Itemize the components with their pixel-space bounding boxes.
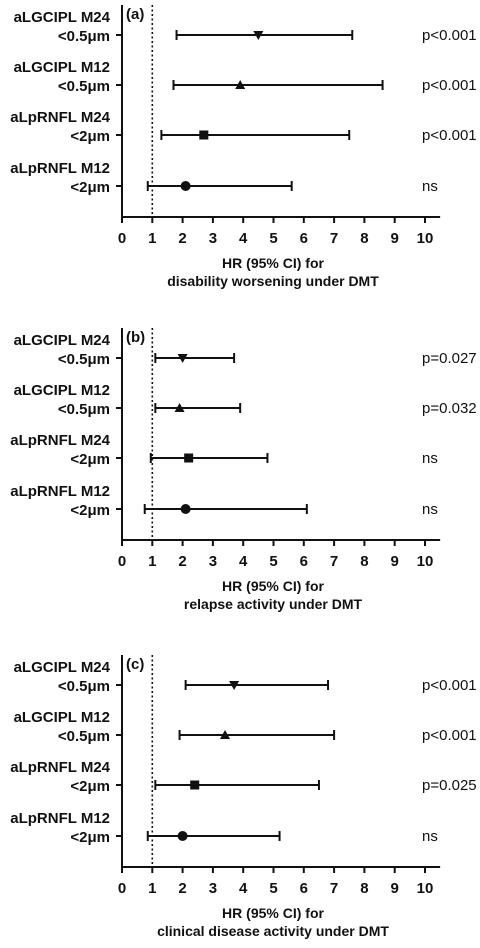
x-tick-label: 3	[209, 230, 217, 247]
panel-label: (b)	[126, 329, 145, 346]
x-axis-label: relapse activity under DMT	[184, 596, 363, 612]
x-tick-label: 7	[330, 230, 338, 247]
row-label: aLGCIPL M12	[14, 709, 110, 726]
p-value-label: p=0.025	[422, 777, 477, 794]
row-label: aLpRNFL M12	[10, 483, 110, 500]
p-value-label: p<0.001	[422, 77, 477, 94]
x-axis-label: HR (95% CI) for	[222, 905, 324, 921]
row-label: <0.5μm	[58, 728, 110, 745]
x-tick-label: 10	[417, 553, 434, 570]
hr-point-circle	[180, 181, 191, 191]
x-axis-label: clinical disease activity under DMT	[157, 923, 389, 939]
row-label: <2μm	[70, 451, 110, 468]
row-label: <2μm	[70, 778, 110, 795]
x-axis-label: disability worsening under DMT	[167, 273, 379, 289]
row-label: aLpRNFL M24	[10, 759, 110, 776]
x-tick-label: 2	[178, 553, 186, 570]
row-label: aLGCIPL M12	[14, 59, 110, 76]
x-tick-label: 8	[360, 230, 368, 247]
x-tick-label: 0	[118, 230, 126, 247]
x-axis-label: HR (95% CI) for	[222, 578, 324, 594]
hr-point-square	[199, 130, 209, 140]
p-value-label: p<0.001	[422, 727, 477, 744]
x-tick-label: 7	[330, 553, 338, 570]
hr-point-triangle-up	[235, 80, 246, 89]
row-label: aLGCIPL M24	[14, 332, 111, 349]
x-tick-label: 1	[148, 230, 156, 247]
x-tick-label: 5	[269, 553, 277, 570]
x-tick-label: 5	[269, 880, 277, 897]
hr-point-triangle-down	[229, 681, 240, 690]
p-value-label: ns	[422, 450, 438, 467]
forest-panel: (b) 0 1 2 3 4 5 6 7 8 9 10 HR (95% CI) for relapse ac…	[10, 328, 477, 612]
x-tick-label: 4	[239, 880, 248, 897]
x-tick-label: 10	[417, 230, 434, 247]
row-label: <2μm	[70, 502, 110, 519]
row-label: <0.5μm	[58, 401, 110, 418]
x-axis-label: HR (95% CI) for	[222, 255, 324, 271]
p-value-label: p=0.027	[422, 350, 477, 367]
hr-point-circle	[180, 504, 191, 514]
x-tick-label: 1	[148, 880, 156, 897]
x-tick-label: 4	[239, 230, 248, 247]
panel-label: (a)	[126, 6, 144, 23]
x-tick-label: 8	[360, 880, 368, 897]
x-tick-label: 6	[300, 553, 308, 570]
x-tick-label: 10	[417, 880, 434, 897]
x-tick-label: 9	[391, 553, 399, 570]
x-tick-label: 0	[118, 880, 126, 897]
row-label: <2μm	[70, 179, 110, 196]
p-value-label: ns	[422, 178, 438, 195]
p-value-label: ns	[422, 828, 438, 845]
x-tick-label: 9	[391, 880, 399, 897]
x-tick-label: 1	[148, 553, 156, 570]
x-tick-label: 6	[300, 880, 308, 897]
x-tick-label: 0	[118, 553, 126, 570]
row-label: <0.5μm	[58, 28, 110, 45]
p-value-label: p<0.001	[422, 27, 477, 44]
p-value-label: ns	[422, 501, 438, 518]
forest-panel: (c) 0 1 2 3 4 5 6 7 8 9 10 HR (95% CI) for clinical d…	[10, 655, 477, 939]
row-label: <2μm	[70, 128, 110, 145]
x-tick-label: 2	[178, 880, 186, 897]
row-label: <2μm	[70, 829, 110, 846]
row-label: <0.5μm	[58, 78, 110, 95]
row-label: aLpRNFL M24	[10, 432, 110, 449]
x-tick-label: 4	[239, 553, 248, 570]
x-tick-label: 8	[360, 553, 368, 570]
hr-point-square	[184, 453, 194, 463]
hr-point-circle	[177, 831, 188, 841]
x-tick-label: 6	[300, 230, 308, 247]
p-value-label: p=0.032	[422, 400, 477, 417]
hr-point-square	[190, 780, 200, 790]
x-tick-label: 3	[209, 553, 217, 570]
x-tick-label: 5	[269, 230, 277, 247]
x-tick-label: 9	[391, 230, 399, 247]
hr-point-triangle-up	[220, 730, 231, 739]
row-label: aLpRNFL M12	[10, 810, 110, 827]
panel-label: (c)	[126, 656, 144, 673]
row-label: <0.5μm	[58, 678, 110, 695]
row-label: aLGCIPL M24	[14, 9, 111, 26]
p-value-label: p<0.001	[422, 677, 477, 694]
p-value-label: p<0.001	[422, 127, 477, 144]
hr-point-triangle-down	[177, 354, 188, 363]
row-label: <0.5μm	[58, 351, 110, 368]
row-label: aLGCIPL M24	[14, 659, 111, 676]
x-tick-label: 2	[178, 230, 186, 247]
row-label: aLpRNFL M12	[10, 160, 110, 177]
x-tick-label: 3	[209, 880, 217, 897]
hr-point-triangle-up	[174, 403, 185, 412]
x-tick-label: 7	[330, 880, 338, 897]
row-label: aLGCIPL M12	[14, 382, 110, 399]
row-label: aLpRNFL M24	[10, 109, 110, 126]
hr-point-triangle-down	[253, 31, 264, 40]
forest-panel: (a) 0 1 2 3 4 5 6 7 8 9 10 HR (95% CI) for disability…	[10, 5, 477, 289]
